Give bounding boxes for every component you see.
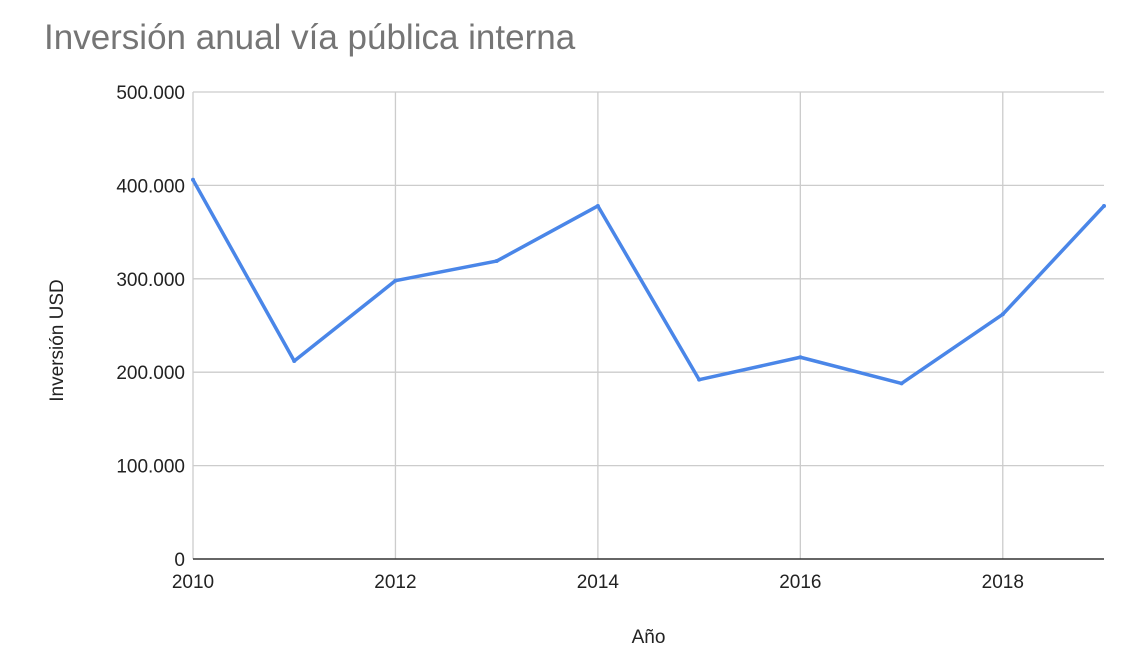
x-tick-label: 2018	[982, 572, 1024, 593]
x-axis-tick-labels: 2010 2012 2014 2016 2018	[172, 572, 1024, 593]
y-tick-label: 300.000	[116, 270, 185, 291]
data-point	[697, 377, 702, 382]
x-tick-label: 2016	[779, 572, 821, 593]
x-tick-label: 2014	[577, 572, 620, 593]
x-tick-label: 2010	[172, 572, 214, 593]
y-tick-label: 400.000	[116, 176, 185, 197]
y-axis-tick-labels: 0 100.000 200.000 300.000 400.000 500.000	[116, 83, 185, 571]
grid-lines	[192, 91, 1104, 559]
data-point	[191, 177, 195, 182]
chart-title: Inversión anual vía pública interna	[44, 18, 576, 57]
data-point	[393, 278, 398, 283]
y-tick-label: 500.000	[116, 83, 185, 104]
data-point	[798, 355, 803, 360]
series-group	[191, 177, 1106, 386]
y-tick-label: 200.000	[116, 363, 185, 384]
y-tick-label: 0	[174, 550, 185, 571]
y-axis-title: Inversión USD	[47, 279, 68, 402]
x-axis-title: Año	[632, 627, 666, 648]
y-tick-label: 100.000	[116, 457, 185, 478]
data-point	[1000, 312, 1005, 317]
data-point	[1102, 203, 1106, 208]
data-point	[899, 381, 904, 386]
data-point	[494, 259, 499, 264]
x-tick-label: 2012	[374, 572, 416, 593]
data-point	[595, 203, 600, 208]
data-point	[292, 358, 297, 363]
series-line	[191, 178, 1106, 386]
